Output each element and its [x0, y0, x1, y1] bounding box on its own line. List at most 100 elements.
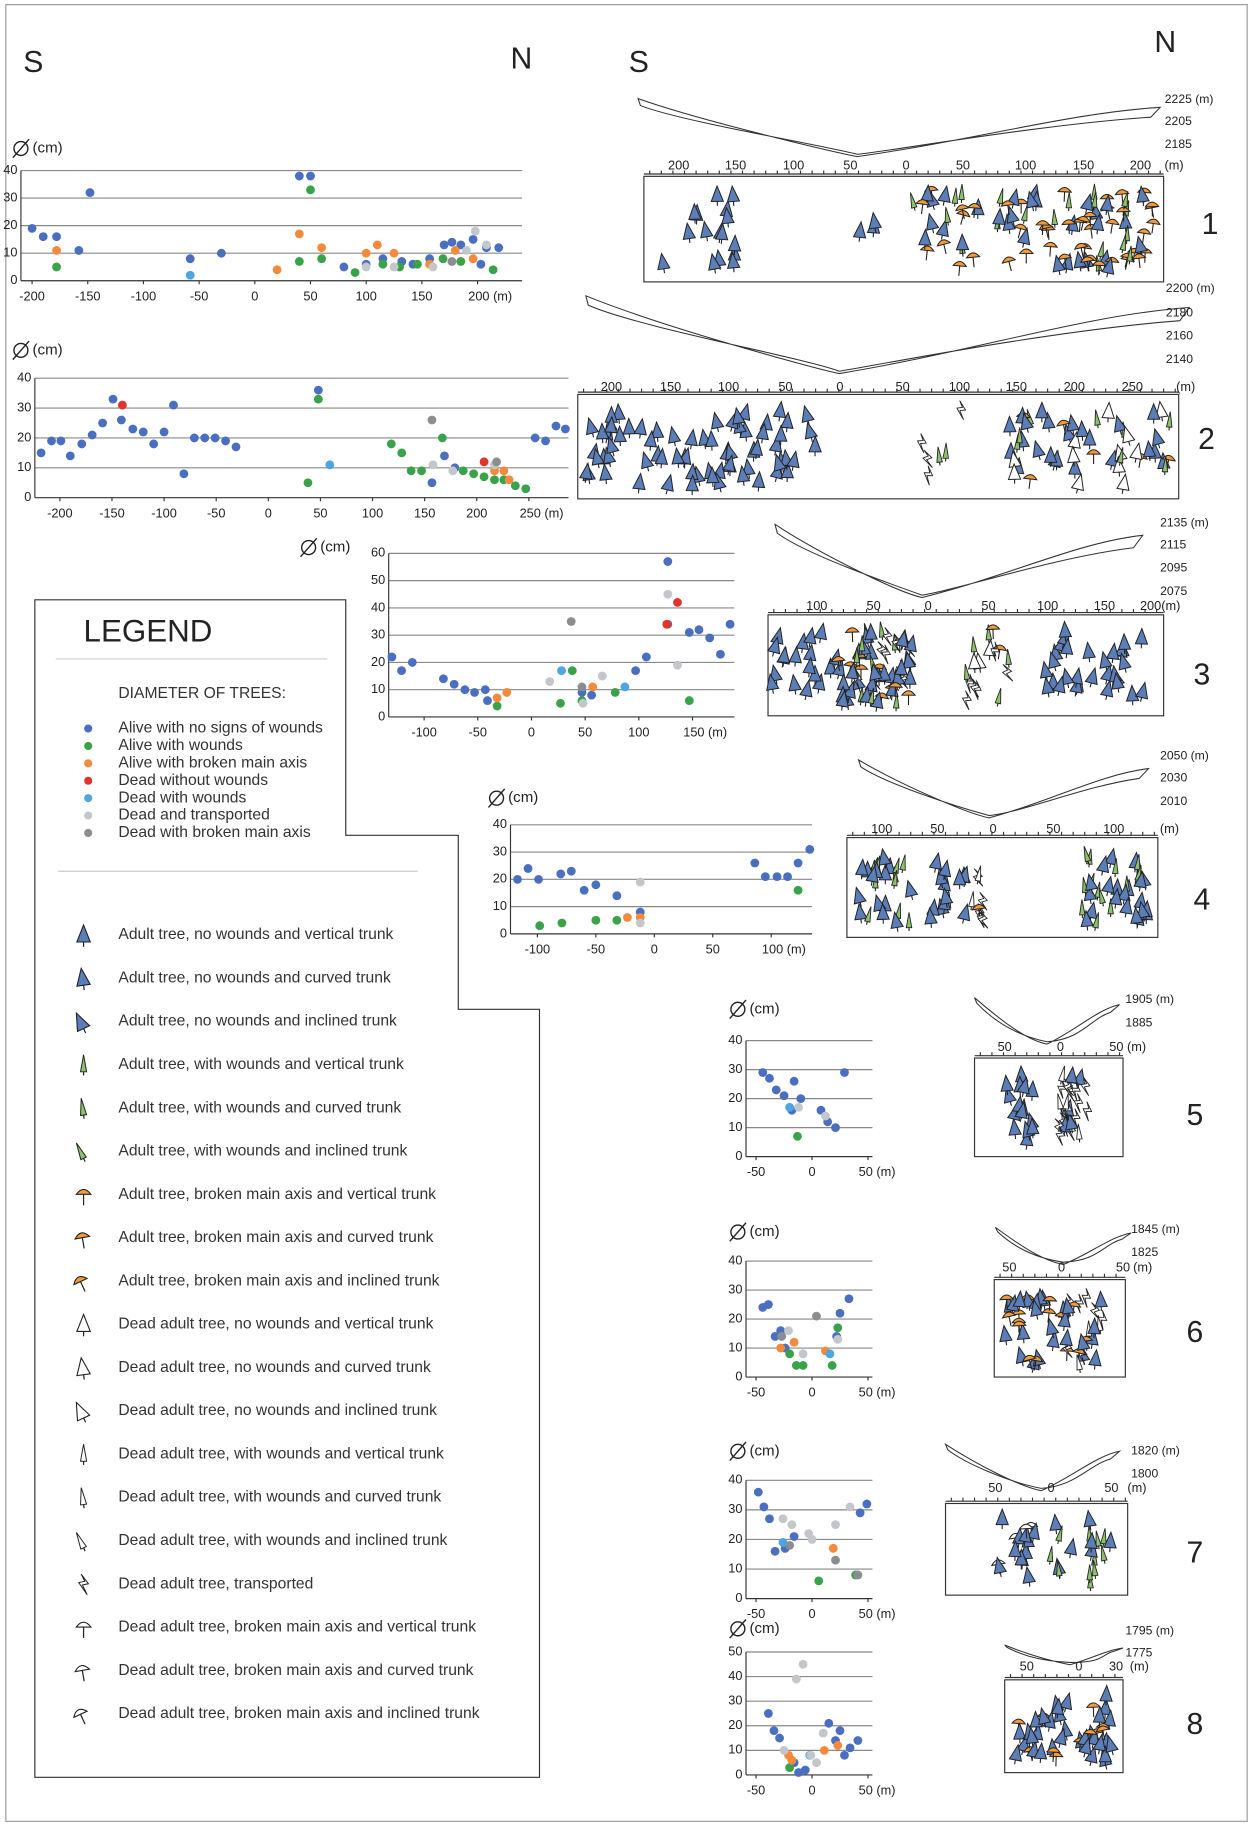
- tree-symbol: [722, 454, 736, 476]
- data-point: [469, 469, 479, 479]
- tree-symbol: [767, 635, 781, 657]
- y-tick-label: 10: [493, 898, 507, 913]
- distance-label: 50: [1020, 1658, 1034, 1673]
- tree-stem: [1089, 1761, 1092, 1767]
- tree-stem: [794, 690, 797, 695]
- direction-label: N: [1154, 26, 1176, 59]
- tree-crown: [1114, 189, 1130, 196]
- tree-crown: [854, 858, 869, 876]
- tree-crown: [1076, 216, 1091, 224]
- data-point: [771, 1085, 781, 1095]
- data-point: [725, 619, 735, 629]
- tree-symbol: [1012, 1289, 1027, 1311]
- tree-stem: [82, 985, 85, 991]
- data-point: [149, 439, 159, 449]
- tree-symbol: [1105, 1734, 1119, 1756]
- elevation-label: 2225 (m): [1165, 92, 1214, 106]
- tree-stem: [774, 450, 777, 456]
- tree-crown: [1144, 201, 1160, 208]
- distance-label: 150: [1006, 379, 1027, 394]
- data-point: [179, 469, 189, 479]
- tree-crown: [990, 641, 1000, 662]
- tree-symbol: [1064, 1065, 1078, 1087]
- tree-symbol: [1049, 1513, 1063, 1535]
- tree-symbol: [650, 420, 665, 442]
- tree-symbol: [1000, 1074, 1015, 1096]
- tree-symbol: [1084, 1531, 1098, 1553]
- legend-label: Adult tree, no wounds and curved trunk: [118, 969, 391, 986]
- tree-stem: [869, 703, 872, 707]
- elevation-label: 1820 (m): [1131, 1444, 1180, 1458]
- tree-stem: [1028, 1136, 1031, 1141]
- tree-symbol: [1090, 191, 1098, 211]
- tree-crown: [1042, 241, 1059, 248]
- tree-symbol: [956, 400, 967, 420]
- data-point: [38, 232, 48, 242]
- tree-symbol: [1101, 1545, 1108, 1564]
- data-point: [545, 677, 555, 686]
- data-point: [438, 254, 448, 264]
- tree-stem: [1105, 1765, 1108, 1770]
- data-point: [492, 693, 502, 703]
- data-point: [456, 240, 466, 250]
- tree-stem: [1022, 243, 1025, 248]
- tree-crown: [963, 663, 971, 681]
- data-point: [74, 246, 84, 255]
- tree-stem: [925, 250, 928, 261]
- tree-stem: [1138, 258, 1141, 269]
- tree-symbol: [1090, 213, 1105, 235]
- tree-symbol: [1101, 401, 1115, 423]
- tree-stem: [1102, 1730, 1106, 1741]
- data-point: [779, 1745, 789, 1755]
- tree-symbol: [853, 886, 867, 907]
- tree-stem: [1075, 683, 1077, 688]
- tree-crown: [688, 202, 702, 221]
- distance-label: 50: [1002, 1259, 1016, 1274]
- tree-stem: [801, 648, 803, 654]
- tree-stem: [934, 868, 937, 873]
- data-point: [778, 1538, 788, 1547]
- data-point: [716, 649, 725, 659]
- tree-crown: [1056, 419, 1072, 427]
- data-point: [635, 877, 645, 887]
- tree-stem: [1014, 1759, 1016, 1765]
- tree-symbol: [1042, 1295, 1058, 1311]
- tree-stem: [1134, 458, 1137, 463]
- x-tick-label: -100: [411, 725, 437, 740]
- tree-stem: [683, 462, 686, 468]
- distance-label: 0: [1057, 1039, 1064, 1054]
- y-tick-label: 10: [728, 1560, 742, 1575]
- tree-crown: [1085, 872, 1099, 892]
- tree-stem: [841, 706, 843, 711]
- y-tick-label: 40: [728, 1472, 742, 1487]
- tree-crown: [1118, 211, 1133, 230]
- tree-stem: [719, 488, 722, 493]
- x-tick-label: 150: [414, 505, 435, 520]
- data-point: [765, 1073, 774, 1083]
- tree-crown: [685, 473, 700, 492]
- tree-crown: [1000, 1074, 1015, 1092]
- data-point: [439, 674, 448, 684]
- tree-crown: [1046, 1545, 1054, 1563]
- tree-symbol: [918, 228, 932, 250]
- tree-symbol: [1134, 627, 1149, 649]
- data-point: [159, 427, 169, 437]
- tree-stem: [1105, 695, 1108, 701]
- diameter-icon: [13, 342, 29, 359]
- tree-stem: [961, 209, 965, 220]
- tree-symbol: [1105, 642, 1120, 664]
- tree-stem: [1111, 1750, 1114, 1756]
- data-point: [557, 918, 567, 928]
- data-point: [541, 436, 550, 446]
- legend-subtitle: DIAMETER OF TREES:: [118, 685, 286, 702]
- data-point: [482, 240, 491, 250]
- tree-symbol: [788, 645, 803, 667]
- data-point: [534, 874, 543, 884]
- tree-symbol: [1046, 1545, 1054, 1565]
- x-tick-label: 0: [808, 1783, 815, 1798]
- tree-symbol: [1043, 445, 1058, 467]
- tree-symbol: [75, 1621, 92, 1639]
- tree-stem: [1051, 1346, 1054, 1352]
- tree-stem: [772, 652, 775, 657]
- x-tick-label: -100: [525, 941, 551, 956]
